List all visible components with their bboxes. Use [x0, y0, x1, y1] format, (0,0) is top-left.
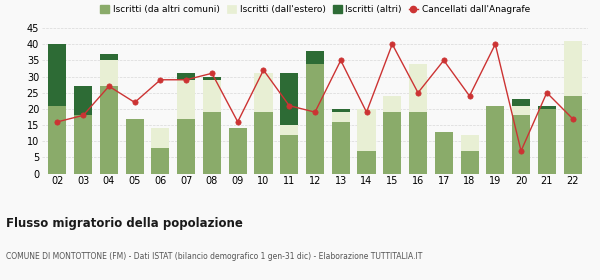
Bar	[563, 96, 581, 174]
Bar	[409, 112, 427, 174]
Bar	[486, 106, 504, 174]
Bar	[49, 44, 67, 106]
Bar	[512, 115, 530, 174]
Bar	[100, 54, 118, 60]
Bar	[49, 106, 67, 174]
Bar	[74, 115, 92, 174]
Bar	[203, 76, 221, 80]
Bar	[358, 109, 376, 151]
Bar	[229, 128, 247, 174]
Bar	[306, 64, 324, 174]
Bar	[254, 73, 272, 112]
Bar	[383, 96, 401, 112]
Bar	[538, 106, 556, 109]
Bar	[435, 132, 453, 174]
Bar	[383, 112, 401, 174]
Bar	[358, 151, 376, 174]
Bar	[177, 119, 195, 174]
Bar	[74, 86, 92, 115]
Bar	[280, 135, 298, 174]
Bar	[332, 109, 350, 112]
Bar	[563, 41, 581, 96]
Bar	[306, 51, 324, 64]
Bar	[151, 128, 169, 148]
Bar	[280, 125, 298, 135]
Bar	[332, 122, 350, 174]
Bar	[177, 73, 195, 80]
Bar	[203, 112, 221, 174]
Bar	[100, 86, 118, 174]
Bar	[461, 135, 479, 151]
Bar	[332, 112, 350, 122]
Bar	[512, 106, 530, 115]
Bar	[126, 119, 144, 174]
Text: Flusso migratorio della popolazione: Flusso migratorio della popolazione	[6, 217, 243, 230]
Legend: Iscritti (da altri comuni), Iscritti (dall'estero), Iscritti (altri), Cancellati: Iscritti (da altri comuni), Iscritti (da…	[97, 1, 533, 18]
Bar	[538, 109, 556, 174]
Bar	[254, 112, 272, 174]
Bar	[461, 151, 479, 174]
Bar	[100, 60, 118, 86]
Bar	[409, 64, 427, 112]
Bar	[151, 148, 169, 174]
Bar	[177, 80, 195, 119]
Bar	[512, 99, 530, 106]
Text: COMUNE DI MONTOTTONE (FM) - Dati ISTAT (bilancio demografico 1 gen-31 dic) - Ela: COMUNE DI MONTOTTONE (FM) - Dati ISTAT (…	[6, 252, 422, 261]
Bar	[280, 73, 298, 125]
Bar	[203, 80, 221, 112]
